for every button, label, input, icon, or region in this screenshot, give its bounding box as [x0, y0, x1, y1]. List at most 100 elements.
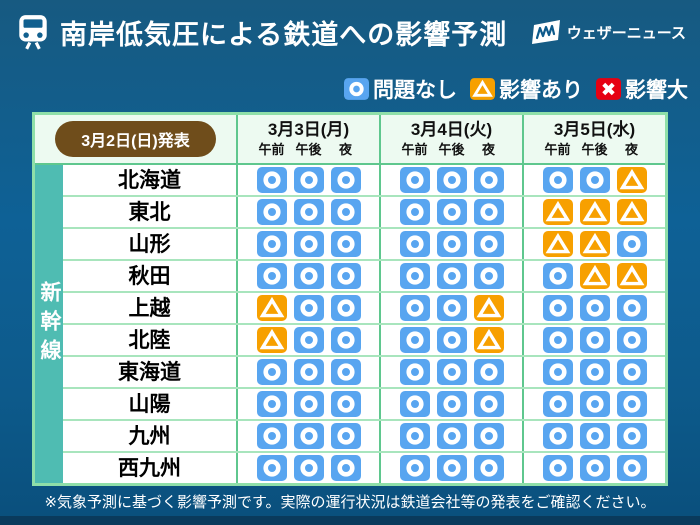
- status-icon-ok: [330, 263, 361, 289]
- status-icon-ok: [256, 231, 287, 257]
- day-group: [522, 229, 665, 259]
- day-group: [236, 421, 379, 451]
- status-icon-ok: [542, 327, 573, 353]
- category-label: 新幹線: [38, 280, 61, 368]
- period-label: 午後: [295, 142, 322, 158]
- status-icon-ok: [579, 455, 610, 481]
- day-group: [522, 293, 665, 323]
- brand-name: ウェザーニュース: [566, 24, 686, 42]
- weathernews-logo: ウェザーニュース: [530, 18, 686, 46]
- status-icon-ok: [256, 455, 287, 481]
- day-group: [522, 197, 665, 227]
- status-icon-ok: [293, 391, 324, 417]
- status-icon-ok: [399, 455, 430, 481]
- day-group: [522, 421, 665, 451]
- table-header: 3月2日(日)発表 3月3日(月) 午前 午後夜 3月4日(火) 午前 午後夜 3月5日(水…: [35, 115, 665, 165]
- day-group: [522, 357, 665, 387]
- status-icon-ok: [399, 295, 430, 321]
- date-label: 3月4日(火): [410, 119, 493, 139]
- status-icon-ok: [330, 423, 361, 449]
- status-icon-ok: [399, 359, 430, 385]
- status-icon-ok: [399, 391, 430, 417]
- table-rows: 北海道 東北 山形 秋田 上越 北陸 東海道 山陽 九州 西九州: [35, 165, 665, 483]
- status-icon-ok: [616, 359, 647, 385]
- status-icon-ok: [256, 167, 287, 193]
- status-icon-ok: [293, 423, 324, 449]
- status-icon-ok: [399, 327, 430, 353]
- status-icon-ok: [436, 295, 467, 321]
- day-group: [379, 229, 522, 259]
- status-icon-ok: [256, 359, 287, 385]
- day-group: [236, 453, 379, 483]
- status-icon-ok: [330, 231, 361, 257]
- period-label: 夜: [624, 142, 638, 158]
- status-icon-ok: [616, 327, 647, 353]
- status-icon-ok: [293, 199, 324, 225]
- status-icon-warn: [542, 199, 573, 225]
- status-icon-ok: [473, 455, 504, 481]
- status-icon-ok: [579, 359, 610, 385]
- line-name: 北海道: [118, 168, 181, 192]
- status-icon-ok: [399, 263, 430, 289]
- status-icon-ok: [344, 78, 369, 100]
- status-icon-ok: [293, 327, 324, 353]
- announce-area: 3月2日(日)発表: [35, 115, 236, 163]
- wn-flag-icon: [531, 20, 560, 44]
- line-name: 北陸: [128, 328, 171, 352]
- status-icon-ok: [436, 199, 467, 225]
- train-icon: [14, 14, 52, 50]
- status-icon-ok: [616, 455, 647, 481]
- status-icon-ok: [542, 359, 573, 385]
- period-label: 夜: [338, 142, 352, 158]
- status-icon-warn: [579, 199, 610, 225]
- legend-item-ok: 問題なし: [344, 74, 457, 104]
- status-icon-ok: [293, 263, 324, 289]
- status-icon-ok: [399, 167, 430, 193]
- status-icon-ok: [256, 263, 287, 289]
- table-row: 山陽: [63, 387, 665, 419]
- legend-label: 影響あり: [499, 79, 583, 102]
- day-group: [379, 453, 522, 483]
- legend: 問題なし 影響あり 影響大: [344, 74, 688, 104]
- date-column-header: 3月3日(月) 午前 午後夜: [236, 115, 379, 163]
- day-group: [236, 325, 379, 355]
- status-icon-warn: [579, 231, 610, 257]
- status-icon-warn: [256, 327, 287, 353]
- table-row: 北陸: [63, 323, 665, 355]
- page-title: 南岸低気圧による鉄道への影響予測: [60, 19, 508, 50]
- status-icon-ok: [330, 359, 361, 385]
- status-icon-ok: [436, 359, 467, 385]
- status-icon-ok: [293, 295, 324, 321]
- day-group: [236, 357, 379, 387]
- status-icon-ok: [542, 391, 573, 417]
- status-icon-ok: [473, 231, 504, 257]
- status-icon-ok: [542, 455, 573, 481]
- status-icon-ok: [399, 199, 430, 225]
- status-icon-warn: [616, 167, 647, 193]
- table-row: 西九州: [63, 451, 665, 483]
- line-name: 上越: [128, 296, 171, 320]
- status-icon-ok: [436, 231, 467, 257]
- status-icon-ok: [436, 391, 467, 417]
- line-name: 山形: [128, 232, 171, 256]
- status-icon-warn: [616, 199, 647, 225]
- period-label: 午前: [258, 142, 285, 158]
- footnote: ※気象予測に基づく影響予測です。実際の運行状況は鉄道会社等の発表をご確認ください…: [44, 494, 656, 511]
- table-row: 北海道: [63, 165, 665, 195]
- status-icon-warn: [579, 263, 610, 289]
- status-icon-ok: [542, 263, 573, 289]
- line-name: 山陽: [128, 392, 171, 416]
- status-icon-ok: [579, 327, 610, 353]
- day-group: [522, 389, 665, 419]
- status-icon-warn: [542, 231, 573, 257]
- status-icon-ok: [616, 391, 647, 417]
- status-icon-ok: [436, 167, 467, 193]
- day-group: [236, 389, 379, 419]
- table-row: 上越: [63, 291, 665, 323]
- day-group: [379, 165, 522, 195]
- status-icon-ok: [293, 167, 324, 193]
- status-icon-warn: [256, 295, 287, 321]
- day-group: [236, 229, 379, 259]
- status-icon-ok: [542, 295, 573, 321]
- status-icon-ok: [473, 167, 504, 193]
